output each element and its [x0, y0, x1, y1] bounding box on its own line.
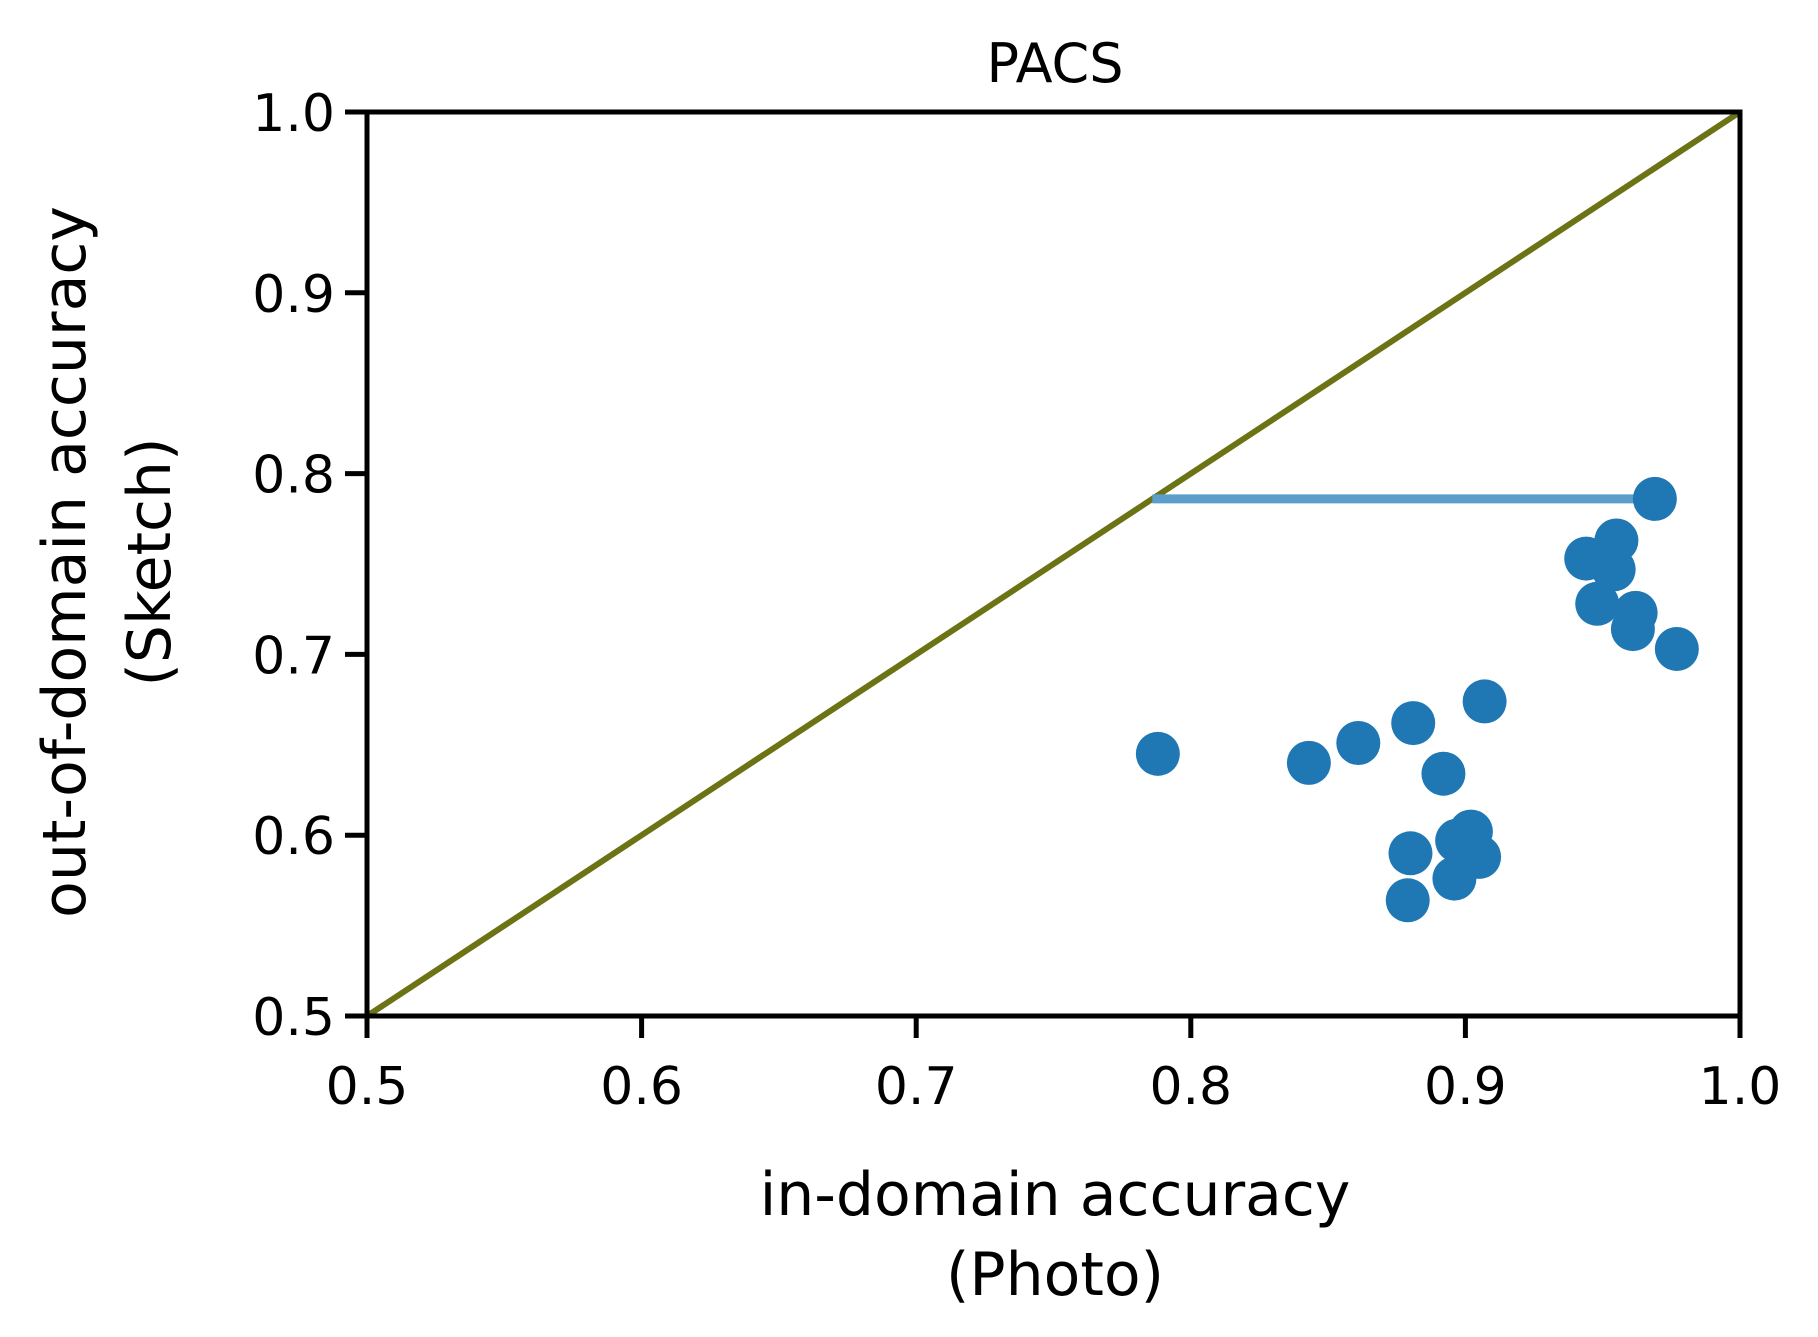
data-point: [1575, 581, 1620, 626]
x-tick-label: 0.8: [1149, 1057, 1232, 1117]
data-point: [1286, 740, 1331, 785]
data-point: [1391, 701, 1436, 746]
y-tick-label: 0.6: [252, 807, 335, 867]
data-point: [1135, 731, 1180, 776]
y-tick-label: 0.9: [252, 265, 335, 325]
x-axis-ticks: 0.5 0.6 0.7 0.8 0.9 1.0: [326, 1016, 1782, 1117]
y-axis-ticks: 0.5 0.6 0.7 0.8 0.9 1.0: [252, 84, 367, 1048]
diagonal-line: [365, 109, 1742, 1019]
x-axis-label-line1: in-domain accuracy: [760, 1160, 1351, 1230]
data-point: [1462, 679, 1507, 724]
plot-area: [365, 109, 1742, 1019]
data-point: [1421, 751, 1466, 796]
y-tick-label: 0.7: [252, 626, 335, 686]
y-tick-label: 0.8: [252, 446, 335, 506]
data-point: [1610, 607, 1655, 652]
y-axis-label-line2: (Sketch): [115, 438, 185, 687]
y-tick-label: 0.5: [252, 988, 335, 1048]
data-point: [1336, 720, 1381, 765]
x-tick-label: 0.7: [875, 1057, 958, 1117]
data-point: [1388, 831, 1433, 876]
data-point: [1654, 626, 1699, 671]
data-point: [1632, 476, 1677, 521]
chart-title: PACS: [986, 32, 1123, 95]
x-tick-label: 0.9: [1424, 1057, 1507, 1117]
data-points: [1135, 476, 1699, 923]
y-tick-label: 1.0: [252, 84, 335, 144]
data-point: [1432, 856, 1477, 901]
data-point: [1591, 547, 1636, 592]
data-point: [1385, 878, 1430, 923]
x-tick-label: 0.6: [600, 1057, 683, 1117]
x-tick-label: 0.5: [326, 1057, 409, 1117]
plot-frame: [364, 109, 1743, 1019]
x-tick-label: 1.0: [1699, 1057, 1782, 1117]
plot-border: [364, 109, 1743, 1019]
y-axis-label-line1: out-of-domain accuracy: [30, 206, 100, 918]
x-axis-label-line2: (Photo): [946, 1240, 1164, 1310]
